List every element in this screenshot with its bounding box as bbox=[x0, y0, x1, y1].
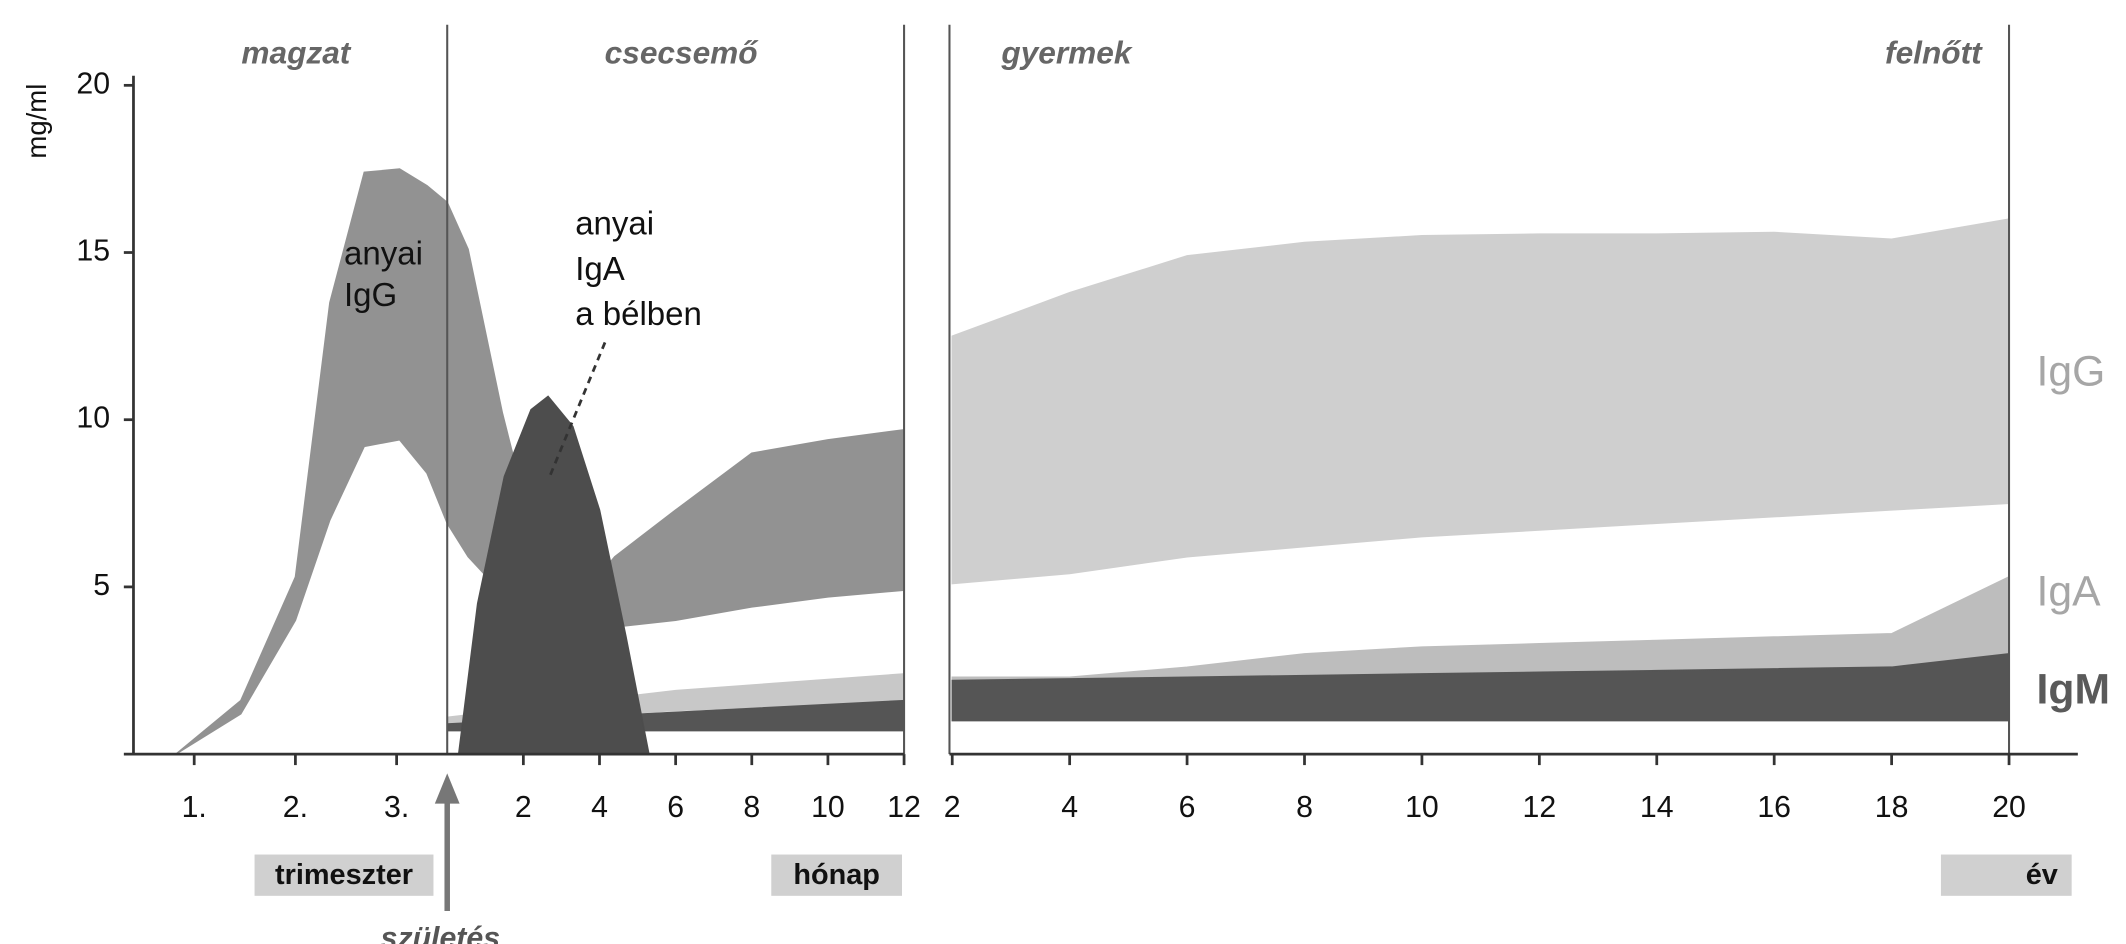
unit-box bbox=[1940, 854, 2072, 896]
unit-box bbox=[771, 854, 903, 896]
birth-label: születés bbox=[381, 922, 500, 944]
x-tick-label: 8 bbox=[743, 791, 760, 824]
x-tick-label: 2. bbox=[283, 791, 308, 824]
x-tick-label: 12 bbox=[887, 791, 921, 824]
annotation: anyai bbox=[575, 204, 654, 241]
annotation: IgA bbox=[575, 250, 625, 287]
range-band bbox=[951, 218, 2010, 585]
annotation: IgG bbox=[344, 276, 397, 313]
y-tick-label: 5 bbox=[93, 569, 110, 602]
unit-label: év bbox=[2026, 859, 2058, 891]
annotation: anyai bbox=[344, 235, 423, 272]
x-tick-label: 10 bbox=[811, 791, 845, 824]
y-tick-label: 20 bbox=[76, 67, 110, 100]
y-tick-label: 15 bbox=[76, 235, 110, 268]
x-tick-label: 6 bbox=[667, 791, 684, 824]
unit-box bbox=[254, 854, 434, 896]
x-tick-label: 10 bbox=[1405, 791, 1439, 824]
x-tick-label: 14 bbox=[1640, 791, 1674, 824]
x-tick-label: 4 bbox=[591, 791, 608, 824]
x-tick-label: 6 bbox=[1179, 791, 1196, 824]
x-tick-label: 4 bbox=[1061, 791, 1078, 824]
y-axis-label: mg/ml bbox=[21, 84, 52, 159]
unit-label: hónap bbox=[793, 859, 880, 891]
x-tick-label: 8 bbox=[1296, 791, 1313, 824]
x-tick-label: 16 bbox=[1757, 791, 1791, 824]
series-label: IgG bbox=[2037, 348, 2106, 396]
period-label: csecsemő bbox=[605, 34, 760, 70]
birth-arrowhead bbox=[434, 773, 460, 804]
annotation: a bélben bbox=[575, 295, 702, 332]
period-label: felnőtt bbox=[1885, 34, 1983, 70]
x-tick-label: 12 bbox=[1523, 791, 1557, 824]
x-tick-label: 1. bbox=[182, 791, 207, 824]
period-label: magzat bbox=[241, 34, 351, 70]
series-label: IgA bbox=[2037, 568, 2102, 616]
range-band bbox=[951, 575, 2010, 682]
unit-label: trimeszter bbox=[275, 859, 413, 891]
x-tick-label: 2 bbox=[515, 791, 532, 824]
y-tick-label: 10 bbox=[76, 402, 110, 435]
x-tick-label: 3. bbox=[384, 791, 409, 824]
period-label: gyermek bbox=[1000, 34, 1133, 70]
x-tick-label: 2 bbox=[944, 791, 961, 824]
series-label: IgM bbox=[2037, 665, 2110, 713]
x-tick-label: 20 bbox=[1992, 791, 2026, 824]
x-tick-label: 18 bbox=[1875, 791, 1909, 824]
